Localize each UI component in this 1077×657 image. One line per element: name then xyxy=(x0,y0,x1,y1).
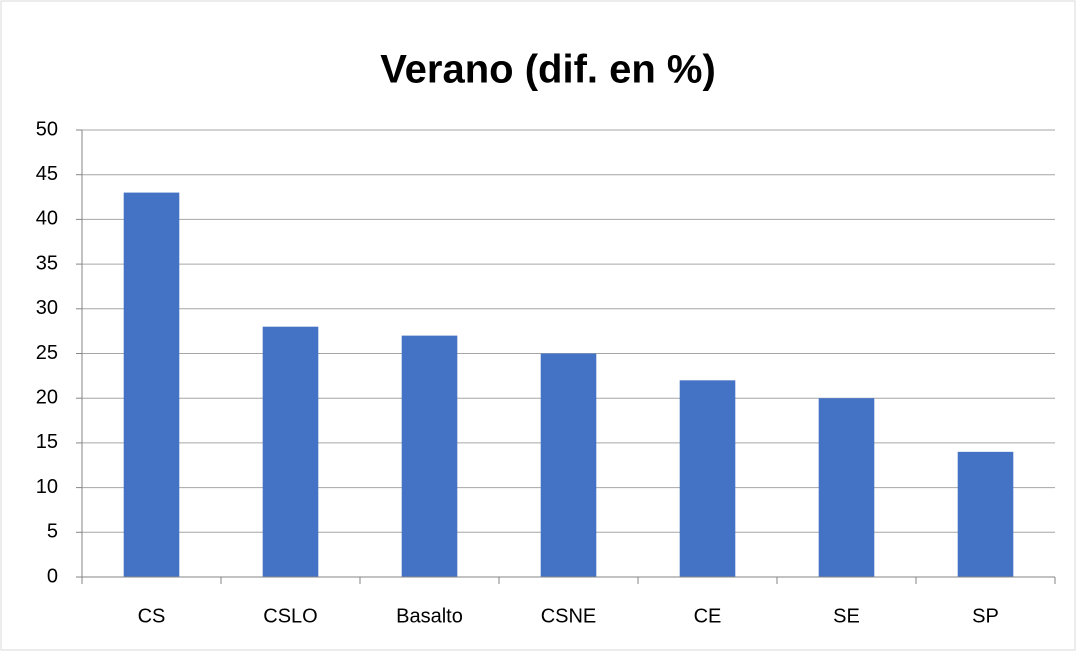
bar xyxy=(401,335,458,577)
bar xyxy=(679,380,736,577)
x-tick-label: SE xyxy=(833,605,860,627)
bar xyxy=(123,192,180,577)
y-tick-label: 10 xyxy=(36,476,58,498)
x-tick-label: CSLO xyxy=(263,605,317,627)
y-tick-label: 45 xyxy=(36,163,58,185)
y-tick-label: 15 xyxy=(36,431,58,453)
y-tick-label: 40 xyxy=(36,208,58,230)
x-tick-label: CSNE xyxy=(541,605,597,627)
x-tick-label: Basalto xyxy=(396,605,463,627)
x-tick-label: SP xyxy=(972,605,999,627)
chart-title: Verano (dif. en %) xyxy=(380,48,716,92)
bar xyxy=(957,451,1014,577)
y-tick-label: 35 xyxy=(36,252,58,274)
y-tick-label: 25 xyxy=(36,342,58,364)
x-tick-label: CE xyxy=(694,605,722,627)
bar xyxy=(540,353,597,577)
y-tick-label: 30 xyxy=(36,297,58,319)
y-tick-label: 20 xyxy=(36,386,58,408)
y-tick-label: 0 xyxy=(47,565,58,587)
y-tick-label: 5 xyxy=(47,521,58,543)
bar xyxy=(262,326,319,577)
bar xyxy=(818,398,875,577)
x-tick-label: CS xyxy=(138,605,166,627)
y-tick-label: 50 xyxy=(36,118,58,140)
